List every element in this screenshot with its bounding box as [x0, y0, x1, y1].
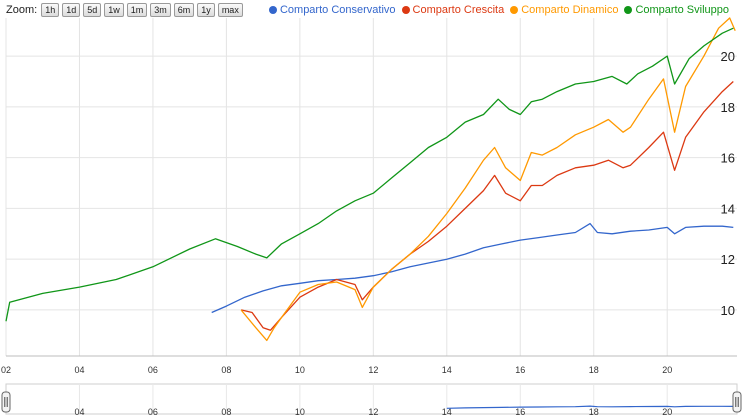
- y-tick-label: 12: [721, 252, 735, 267]
- range-handle-right[interactable]: [732, 391, 742, 413]
- legend-label: Comparto Crescita: [412, 4, 505, 16]
- navigator-frame: [5, 383, 738, 415]
- zoom-1w-button[interactable]: 1w: [104, 3, 124, 17]
- zoom-5d-button[interactable]: 5d: [83, 3, 102, 17]
- navigator-tick-label: 18: [589, 407, 599, 417]
- legend-label: Comparto Dinamico: [521, 4, 619, 16]
- chart-series: [5, 17, 736, 342]
- zoom-max-button[interactable]: max: [217, 3, 243, 17]
- navigator-tick-label: 20: [662, 407, 672, 417]
- x-tick-label: 16: [515, 365, 525, 375]
- x-tick-label: 20: [662, 365, 672, 375]
- legend-label: Comparto Sviluppo: [635, 4, 729, 16]
- legend-label: Comparto Conservativo: [279, 4, 396, 16]
- zoom-6m-button[interactable]: 6m: [173, 3, 195, 17]
- navigator-tick-label: 04: [74, 407, 84, 417]
- zoom-label: Zoom:: [6, 4, 38, 16]
- chart-legend: Comparto Conservativo Comparto Crescita …: [268, 3, 729, 17]
- y-tick-label: 10: [721, 303, 735, 318]
- x-tick-label: 02: [1, 365, 11, 375]
- x-tick-label: 12: [368, 365, 378, 375]
- y-tick-label: 20: [721, 49, 735, 64]
- zoom-3m-button[interactable]: 3m: [150, 3, 171, 17]
- navigator-tick-label: 08: [221, 407, 231, 417]
- range-handle-left[interactable]: [1, 391, 11, 413]
- navigator-tick-label: 10: [295, 407, 305, 417]
- navigator-series-line: [446, 405, 734, 409]
- zoom-toolbar: Zoom: 1h 1d 5d 1w 1m 3m 6m 1y max: [6, 3, 243, 17]
- legend-item-crescita[interactable]: Comparto Crescita: [401, 4, 505, 16]
- navigator-tick-label: 14: [442, 407, 452, 417]
- legend-item-conservativo[interactable]: Comparto Conservativo: [268, 4, 396, 16]
- x-tick-label: 18: [589, 365, 599, 375]
- x-tick-label: 10: [295, 365, 305, 375]
- series-line-0: [211, 222, 734, 314]
- series-line-1: [240, 81, 734, 331]
- zoom-1m-button[interactable]: 1m: [126, 3, 148, 17]
- x-tick-label: 14: [442, 365, 452, 375]
- zoom-1h-button[interactable]: 1h: [41, 3, 60, 17]
- series-line-2: [240, 17, 736, 342]
- legend-dot-icon: [268, 6, 277, 14]
- legend-dot-icon: [510, 6, 519, 14]
- navigator-tick-label: 16: [515, 407, 525, 417]
- legend-dot-icon: [401, 6, 410, 14]
- x-tick-label: 04: [74, 365, 84, 375]
- y-tick-label: 18: [721, 100, 735, 115]
- legend-dot-icon: [624, 6, 633, 14]
- series-line-3: [5, 27, 734, 322]
- chart-grid: [5, 18, 737, 357]
- line-chart[interactable]: 10 12 14 16 18 20 02 04 06 08 10 12 14 16 18 20: [0, 0, 743, 380]
- zoom-1y-button[interactable]: 1y: [197, 3, 215, 17]
- y-tick-label: 14: [721, 201, 735, 216]
- zoom-1d-button[interactable]: 1d: [62, 3, 81, 17]
- y-tick-label: 16: [721, 151, 735, 166]
- x-tick-label: 06: [148, 365, 158, 375]
- legend-item-dinamico[interactable]: Comparto Dinamico: [510, 4, 618, 16]
- navigator-tick-label: 12: [368, 407, 378, 417]
- x-tick-label: 08: [221, 365, 231, 375]
- legend-item-sviluppo[interactable]: Comparto Sviluppo: [624, 4, 729, 16]
- navigator-tick-label: 06: [148, 407, 158, 417]
- chart-axis-labels: 10 12 14 16 18 20 02 04 06 08 10 12 14 16 18 20: [1, 49, 735, 375]
